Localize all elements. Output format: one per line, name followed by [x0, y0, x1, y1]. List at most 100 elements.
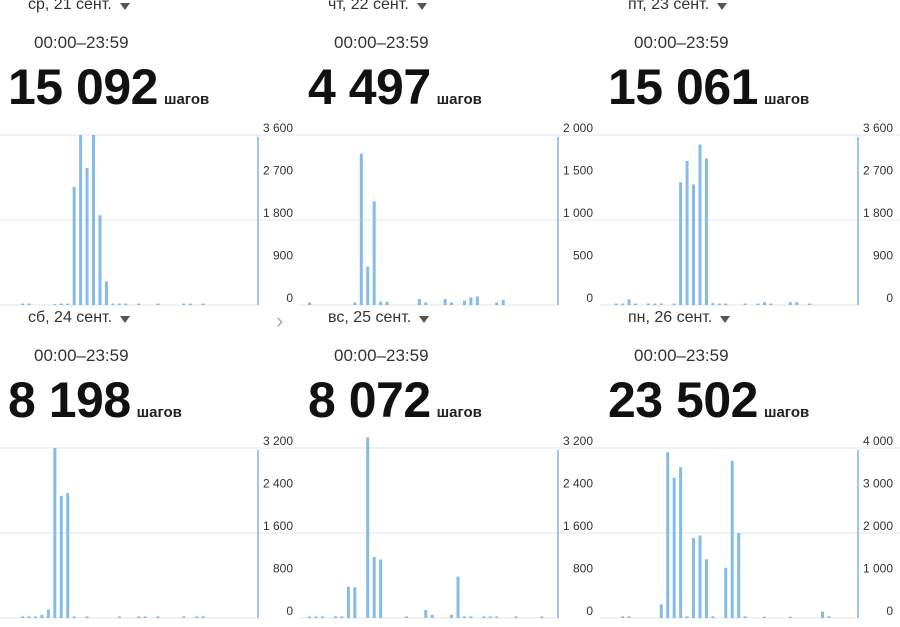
caret-down-icon[interactable] [416, 2, 427, 10]
caret-down-icon[interactable] [119, 2, 130, 10]
step-bar [462, 300, 466, 305]
y-tick-label: 3 000 [863, 477, 893, 491]
y-tick-label: 2 400 [263, 477, 293, 491]
step-count: 8 198 шагов [8, 371, 182, 429]
step-count: 15 092 шагов [8, 58, 209, 116]
time-range: 00:00–23:59 [634, 346, 729, 365]
step-bar [698, 144, 702, 305]
y-tick-label: 1 500 [563, 164, 593, 178]
step-count: 23 502 шагов [608, 371, 809, 429]
step-bar [698, 535, 702, 618]
y-tick-label: 0 [586, 604, 593, 618]
step-bar [704, 158, 708, 305]
caret-down-icon[interactable] [717, 2, 728, 10]
caret-down-icon[interactable] [419, 315, 430, 323]
step-bar [117, 303, 121, 305]
step-bar [501, 299, 505, 305]
step-bar [137, 616, 141, 618]
step-bar [385, 301, 389, 305]
step-bar [456, 576, 460, 618]
step-bar [353, 587, 357, 618]
step-bar [346, 586, 350, 618]
step-bar [762, 302, 766, 305]
step-bar [679, 182, 683, 305]
step-bar [195, 616, 199, 618]
step-bar [672, 303, 676, 305]
step-bar [646, 303, 650, 305]
date-label: пт, 23 сент. [628, 0, 710, 13]
step-bar-chart: 0 1 000 2 000 3 000 4 000 [600, 434, 900, 619]
caret-down-icon[interactable] [120, 315, 131, 323]
step-bar [182, 303, 186, 305]
step-bar [59, 495, 63, 618]
date-selector[interactable]: ср, 21 сент. [28, 0, 130, 14]
y-tick-label: 1 800 [863, 206, 893, 220]
step-bar [827, 616, 831, 618]
step-bar [53, 448, 57, 618]
step-bar [743, 303, 747, 305]
step-bar [730, 460, 734, 618]
y-tick-label: 900 [273, 249, 293, 263]
y-tick-label: 1 600 [563, 519, 593, 533]
y-tick-label: 800 [573, 562, 593, 576]
step-bar [33, 616, 37, 618]
y-tick-label: 900 [873, 249, 893, 263]
step-bar [188, 303, 192, 305]
step-bar [627, 616, 631, 618]
step-bar [692, 184, 696, 305]
step-bar [469, 297, 473, 305]
step-bar [72, 186, 76, 305]
y-tick-label: 1 800 [263, 206, 293, 220]
date-selector[interactable]: пн, 26 сент. [628, 309, 731, 327]
step-bar [404, 616, 408, 618]
step-bar [737, 533, 741, 618]
step-bar [614, 303, 618, 305]
step-bar [417, 299, 421, 305]
step-bar [366, 266, 370, 305]
caret-down-icon[interactable] [720, 315, 731, 323]
y-tick-label: 3 600 [263, 121, 293, 135]
step-bar [821, 611, 825, 618]
date-label: пн, 26 сент. [628, 309, 713, 326]
step-bar [450, 302, 454, 305]
step-count-unit: шагов [136, 404, 182, 421]
step-bar [353, 302, 357, 305]
date-selector[interactable]: вс, 25 сент. [328, 309, 430, 327]
step-bar [717, 303, 721, 305]
step-bar [201, 303, 205, 305]
step-bar [340, 616, 344, 618]
date-selector[interactable]: сб, 24 сент. [28, 309, 131, 327]
step-bar [321, 616, 325, 618]
step-bar [482, 616, 486, 618]
next-arrow-icon[interactable]: › [276, 308, 284, 333]
step-bar [314, 616, 318, 618]
step-bar [475, 296, 479, 305]
y-tick-label: 0 [586, 291, 593, 305]
step-bar [762, 616, 766, 618]
step-bar [79, 135, 83, 305]
step-count-unit: шагов [436, 91, 482, 108]
step-bar [117, 616, 121, 618]
step-count: 15 061 шагов [608, 58, 809, 116]
step-bar [659, 303, 663, 305]
step-count-value: 15 061 [608, 59, 758, 115]
step-count-value: 4 497 [308, 59, 431, 115]
step-bar [182, 616, 186, 618]
step-bar [72, 616, 76, 618]
step-bar [424, 610, 428, 618]
date-selector[interactable]: пт, 23 сент. [628, 0, 728, 14]
date-selector[interactable]: чт, 22 сент. [328, 0, 427, 14]
step-bar [788, 302, 792, 305]
step-bar [156, 616, 160, 618]
step-bar [540, 616, 544, 618]
y-tick-label: 1 000 [563, 206, 593, 220]
step-bar [653, 303, 657, 305]
step-count-value: 8 198 [8, 372, 131, 428]
y-tick-label: 800 [273, 562, 293, 576]
step-bar [756, 303, 760, 305]
step-bar [40, 614, 44, 618]
time-range: 00:00–23:59 [334, 33, 429, 52]
step-bar [111, 303, 115, 305]
step-bar [21, 616, 25, 618]
step-count-unit: шагов [436, 404, 482, 421]
